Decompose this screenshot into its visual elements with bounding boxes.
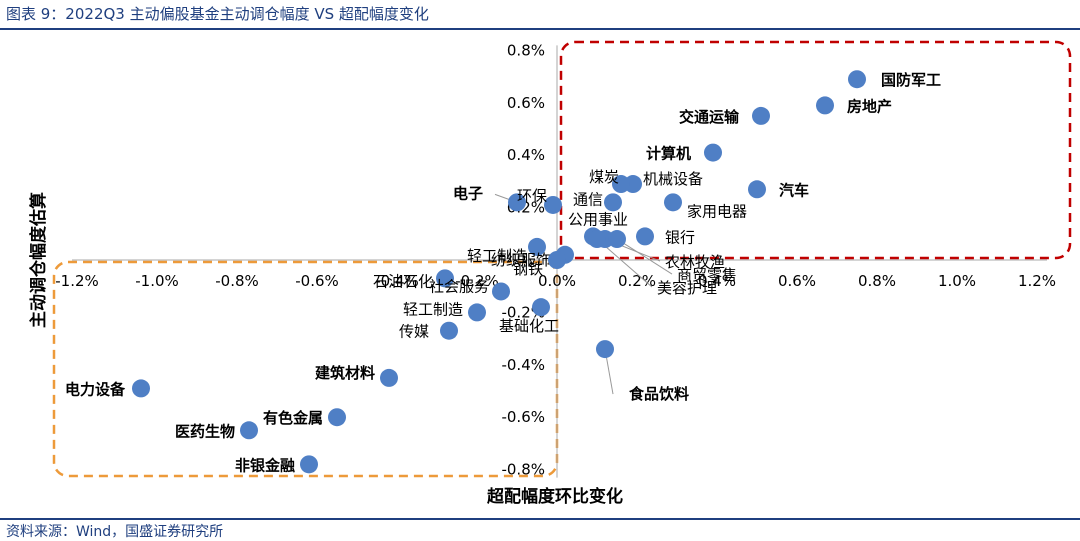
- data-point-label: 社会服务: [429, 277, 489, 295]
- data-point-label: 建筑材料: [315, 364, 375, 382]
- x-tick-label: -0.4%: [375, 272, 419, 290]
- data-point-label: 医药生物: [175, 422, 235, 440]
- data-point-label: 交通运输: [679, 108, 740, 126]
- data-point-label: 钢铁: [513, 260, 543, 278]
- y-axis-title: 主动调仓幅度估算: [28, 192, 49, 328]
- y-tick-label: 0.6%: [507, 94, 545, 112]
- data-point-label: 食品饮料: [629, 385, 689, 403]
- data-point: [436, 269, 454, 288]
- data-point-label: 汽车: [779, 181, 809, 199]
- data-point: [548, 251, 566, 269]
- data-point-label: 非银金融: [235, 456, 295, 474]
- data-point-label: 基础化工: [499, 317, 559, 335]
- positive-quadrant-box: [559, 40, 1072, 260]
- x-tick-label: -0.6%: [295, 272, 339, 290]
- y-tick-label: -0.6%: [501, 408, 545, 426]
- data-point: [588, 230, 606, 249]
- data-point-label: 农林牧渔: [665, 253, 725, 271]
- data-point: [748, 180, 766, 199]
- data-point-label: 机械设备: [643, 170, 703, 188]
- x-tick-label: -1.0%: [135, 272, 179, 290]
- data-point: [468, 303, 486, 322]
- data-point-label: 国防军工: [881, 71, 941, 89]
- data-point: [848, 70, 866, 89]
- data-point-label: 商贸零售: [677, 266, 737, 284]
- data-point: [132, 379, 150, 398]
- data-point: [532, 298, 550, 317]
- x-tick-label: -0.2%: [455, 272, 499, 290]
- x-tick-label: 0.0%: [538, 272, 576, 290]
- data-point-label: 环保: [517, 187, 547, 205]
- data-point-label: 纺织服饰: [491, 251, 551, 269]
- data-point: [664, 193, 682, 212]
- data-point: [608, 230, 626, 249]
- x-axis-title: 超配幅度环比变化: [487, 486, 623, 507]
- title-divider: [0, 28, 1080, 30]
- x-tick-label: 1.0%: [938, 272, 976, 290]
- data-point-label: 通信: [573, 190, 603, 208]
- data-point-label: 有色金属: [263, 409, 323, 427]
- data-point: [508, 193, 526, 212]
- y-tick-label: 0.8%: [507, 41, 545, 59]
- data-point: [492, 282, 510, 301]
- data-point-label: 计算机: [646, 145, 691, 163]
- data-point: [544, 195, 562, 214]
- data-point: [328, 408, 346, 427]
- data-point: [816, 96, 834, 115]
- data-point-label: 煤炭: [589, 168, 619, 186]
- data-point-label: 银行: [665, 228, 695, 246]
- data-point: [300, 455, 318, 474]
- data-point: [240, 421, 258, 440]
- data-point-label: 公用事业: [568, 210, 628, 228]
- data-point-label: 电力设备: [65, 380, 126, 398]
- data-point: [636, 227, 654, 246]
- data-point-label: 石油石化: [373, 272, 433, 290]
- y-tick-label: 0.4%: [507, 146, 545, 164]
- x-tick-label: 0.6%: [778, 272, 816, 290]
- data-point-label: 传媒: [399, 323, 429, 341]
- data-point: [380, 368, 398, 387]
- x-tick-label: 0.4%: [698, 272, 736, 290]
- data-point: [704, 143, 722, 162]
- x-tick-label: -1.2%: [55, 272, 99, 290]
- data-point: [604, 193, 622, 212]
- chart-title: 图表 9：2022Q3 主动偏股基金主动调仓幅度 VS 超配幅度变化: [6, 5, 429, 23]
- x-tick-label: -0.8%: [215, 272, 259, 290]
- x-tick-label: 0.2%: [618, 272, 656, 290]
- leader-line: [616, 238, 673, 275]
- data-point: [528, 237, 546, 256]
- y-tick-label: -0.8%: [501, 461, 545, 479]
- footer-divider: [0, 518, 1080, 520]
- data-point: [752, 106, 770, 125]
- data-point-label: 房地产: [847, 97, 892, 115]
- data-point: [612, 175, 630, 194]
- data-point-label: 美容护理: [657, 279, 717, 297]
- data-point: [440, 321, 458, 340]
- data-point-label: 轻工制造: [403, 300, 463, 318]
- data-point-label: 电子: [453, 184, 483, 202]
- data-point: [596, 340, 614, 359]
- source-note: 资料来源：Wind，国盛证券研究所: [6, 524, 224, 540]
- data-point-label: 家用电器: [687, 202, 747, 220]
- x-tick-label: 1.2%: [1018, 272, 1056, 290]
- data-point-label: 轻工制造: [467, 247, 527, 265]
- x-tick-label: 0.8%: [858, 272, 896, 290]
- y-tick-label: -0.4%: [501, 356, 545, 374]
